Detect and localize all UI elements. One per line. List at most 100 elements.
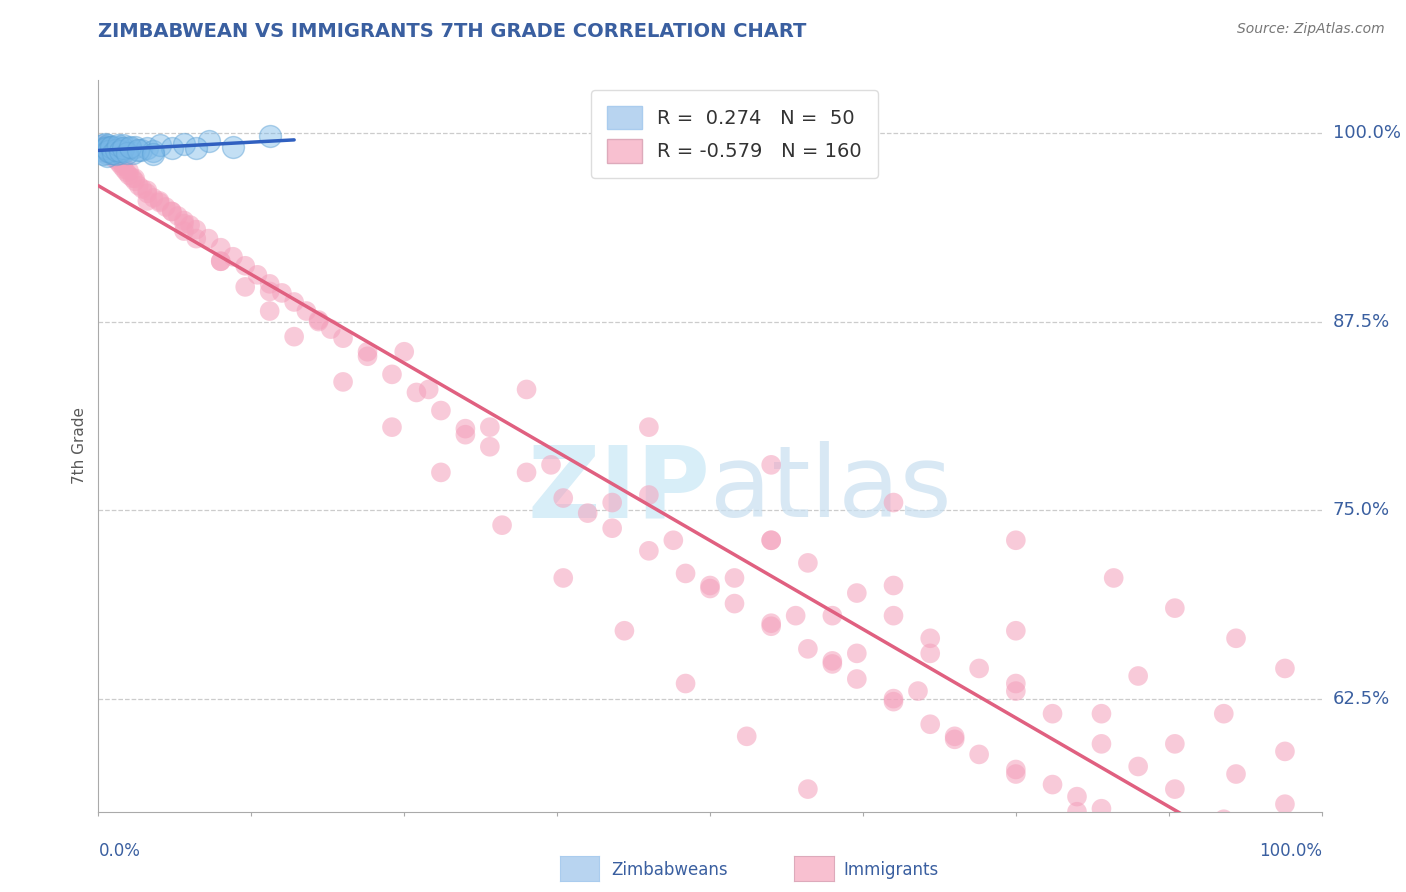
Point — [637, 488, 661, 502]
Point — [967, 661, 990, 675]
Point — [136, 183, 159, 197]
Point — [1212, 812, 1234, 826]
Text: Zimbabweans: Zimbabweans — [612, 861, 728, 879]
Text: 62.5%: 62.5% — [1333, 690, 1391, 707]
Point — [149, 195, 172, 210]
Point — [209, 241, 232, 255]
Point — [121, 145, 143, 160]
Point — [131, 182, 153, 196]
Point — [761, 533, 783, 548]
Point — [197, 232, 219, 246]
Point — [761, 458, 783, 472]
Text: 100.0%: 100.0% — [1258, 842, 1322, 860]
Point — [1225, 767, 1247, 781]
Point — [478, 440, 501, 454]
Point — [142, 191, 165, 205]
Point — [381, 420, 404, 434]
Point — [1164, 838, 1187, 852]
Point — [101, 147, 124, 161]
Point — [173, 217, 195, 231]
Point — [907, 888, 929, 892]
Text: 100.0%: 100.0% — [1333, 124, 1400, 142]
Y-axis label: 7th Grade: 7th Grade — [72, 408, 87, 484]
Point — [1066, 789, 1088, 804]
Point — [97, 138, 120, 153]
Point — [308, 315, 330, 329]
Point — [1128, 820, 1150, 834]
Point — [149, 194, 172, 208]
Point — [600, 521, 623, 535]
Point — [1250, 835, 1272, 849]
Point — [97, 144, 120, 158]
Point — [1090, 737, 1112, 751]
Point — [91, 141, 114, 155]
Point — [1128, 842, 1150, 856]
Point — [136, 141, 159, 155]
Text: ZIMBABWEAN VS IMMIGRANTS 7TH GRADE CORRELATION CHART: ZIMBABWEAN VS IMMIGRANTS 7TH GRADE CORRE… — [98, 22, 807, 41]
Point — [405, 385, 427, 400]
Point — [111, 158, 134, 172]
Text: 0.0%: 0.0% — [98, 842, 141, 860]
Point — [319, 322, 342, 336]
Text: ZIP: ZIP — [527, 442, 710, 539]
Point — [142, 144, 165, 158]
Point — [883, 608, 905, 623]
Point — [332, 375, 354, 389]
Point — [761, 619, 783, 633]
Point — [155, 200, 177, 214]
Point — [332, 331, 354, 345]
Point — [1225, 865, 1247, 880]
Point — [943, 729, 966, 743]
Point — [91, 147, 114, 161]
Point — [1004, 763, 1026, 777]
Point — [699, 582, 721, 596]
Point — [101, 145, 124, 160]
Point — [111, 159, 134, 173]
Point — [454, 427, 477, 442]
Point — [845, 646, 868, 660]
Point — [723, 571, 745, 585]
Point — [1004, 624, 1026, 638]
Point — [1188, 880, 1211, 892]
Point — [920, 632, 942, 646]
Point — [233, 259, 256, 273]
Point — [662, 533, 685, 548]
Point — [186, 141, 208, 155]
Point — [637, 420, 661, 434]
Point — [1225, 632, 1247, 646]
Point — [124, 171, 146, 186]
Point — [1274, 661, 1296, 675]
Point — [920, 646, 942, 660]
Point — [761, 533, 783, 548]
Point — [129, 143, 152, 157]
Point — [103, 152, 125, 166]
Point — [111, 138, 134, 153]
Point — [108, 141, 131, 155]
Point — [1004, 533, 1026, 548]
Point — [149, 138, 172, 153]
Point — [186, 222, 208, 236]
Point — [186, 232, 208, 246]
Point — [723, 597, 745, 611]
Point — [308, 313, 330, 327]
Point — [967, 747, 990, 762]
Point — [821, 608, 844, 623]
Point — [246, 268, 269, 282]
Point — [576, 506, 599, 520]
Point — [516, 383, 538, 397]
Point — [259, 285, 281, 299]
Point — [613, 624, 636, 638]
Point — [392, 344, 416, 359]
Legend: R =  0.274   N =  50, R = -0.579   N = 160: R = 0.274 N = 50, R = -0.579 N = 160 — [592, 90, 877, 178]
Point — [110, 145, 132, 160]
Point — [136, 194, 159, 208]
Point — [1164, 737, 1187, 751]
Point — [160, 204, 183, 219]
Point — [115, 145, 138, 160]
Point — [96, 141, 118, 155]
Point — [1250, 880, 1272, 892]
Point — [1042, 778, 1064, 792]
Point — [101, 149, 124, 163]
Point — [283, 295, 305, 310]
Point — [1164, 601, 1187, 615]
